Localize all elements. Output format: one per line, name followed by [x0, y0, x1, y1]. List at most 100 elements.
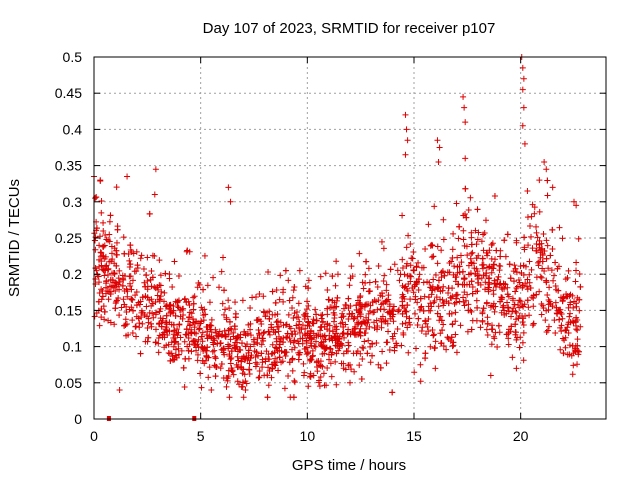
data-point	[107, 290, 114, 297]
data-point	[222, 306, 229, 313]
data-point	[506, 261, 513, 268]
data-point	[132, 292, 139, 299]
data-point	[488, 341, 495, 348]
data-point	[129, 277, 136, 284]
data-point	[98, 306, 105, 313]
data-point	[124, 173, 131, 180]
data-point	[381, 272, 388, 279]
data-point	[211, 353, 218, 360]
data-point	[507, 275, 514, 282]
data-point	[519, 86, 526, 93]
data-point	[195, 326, 202, 333]
data-point	[159, 317, 166, 324]
y-axis: 0 0.05 0.1 0.15 0.2 0.25 0.3 0.35 0.4 0.45 0.5	[55, 49, 606, 427]
data-point	[105, 237, 112, 244]
data-point	[514, 283, 521, 290]
data-point	[98, 198, 105, 205]
data-point	[390, 303, 397, 310]
data-point	[211, 362, 218, 369]
data-point	[345, 348, 352, 355]
data-point	[454, 281, 461, 288]
data-point	[226, 394, 233, 401]
data-point	[172, 346, 179, 353]
data-point	[245, 321, 252, 328]
data-point	[524, 286, 531, 293]
data-point	[522, 313, 529, 320]
data-point	[370, 309, 377, 316]
data-point	[264, 372, 271, 379]
data-point	[306, 373, 313, 380]
data-point	[227, 198, 234, 205]
data-point	[204, 335, 211, 342]
data-point	[124, 293, 131, 300]
data-point	[446, 310, 453, 317]
data-point	[337, 320, 344, 327]
data-point	[369, 340, 376, 347]
data-point	[199, 329, 206, 336]
data-point	[103, 262, 110, 269]
data-point	[475, 229, 482, 236]
data-point	[517, 298, 524, 305]
data-point	[266, 315, 273, 322]
data-point	[171, 339, 178, 346]
data-point	[327, 345, 334, 352]
data-point	[424, 324, 431, 331]
data-point	[559, 235, 566, 242]
data-point	[320, 370, 327, 377]
data-point	[233, 361, 240, 368]
data-point	[301, 311, 308, 318]
y-tick-label: 0.2	[63, 266, 83, 282]
data-point	[513, 284, 520, 291]
data-point	[400, 331, 407, 338]
data-point	[524, 187, 531, 194]
data-point	[116, 387, 123, 394]
data-point	[194, 351, 201, 358]
data-point	[521, 246, 528, 253]
data-point	[428, 254, 435, 261]
data-point	[318, 323, 325, 330]
data-point	[167, 301, 174, 308]
data-point	[414, 321, 421, 328]
data-point	[162, 270, 169, 277]
data-point	[474, 276, 481, 283]
data-point	[167, 309, 174, 316]
data-point	[195, 336, 202, 343]
data-point	[527, 284, 534, 291]
data-point	[562, 344, 569, 351]
data-point	[403, 126, 410, 133]
data-point	[276, 354, 283, 361]
data-point	[366, 279, 373, 286]
data-point	[575, 235, 582, 242]
data-point	[145, 319, 152, 326]
data-point	[556, 316, 563, 323]
data-point	[440, 236, 447, 243]
data-point	[163, 319, 170, 326]
data-point	[468, 326, 475, 333]
data-point	[146, 309, 153, 316]
data-point	[465, 301, 472, 308]
data-point	[565, 267, 572, 274]
data-point	[459, 268, 466, 275]
data-point	[191, 329, 198, 336]
data-point	[525, 304, 532, 311]
data-point	[278, 359, 285, 366]
data-point	[407, 321, 414, 328]
data-point	[236, 381, 243, 388]
data-point	[183, 326, 190, 333]
data-point	[508, 313, 515, 320]
data-point	[548, 267, 555, 274]
data-point	[157, 272, 164, 279]
data-point	[226, 305, 233, 312]
data-point	[146, 210, 153, 217]
data-point	[512, 265, 519, 272]
data-point	[520, 321, 527, 328]
data-point	[458, 259, 465, 266]
data-point	[564, 293, 571, 300]
data-point	[567, 310, 574, 317]
data-point	[576, 296, 583, 303]
data-point	[348, 263, 355, 270]
data-point	[307, 370, 314, 377]
data-point	[230, 371, 237, 378]
data-point	[385, 328, 392, 335]
data-point	[175, 272, 182, 279]
